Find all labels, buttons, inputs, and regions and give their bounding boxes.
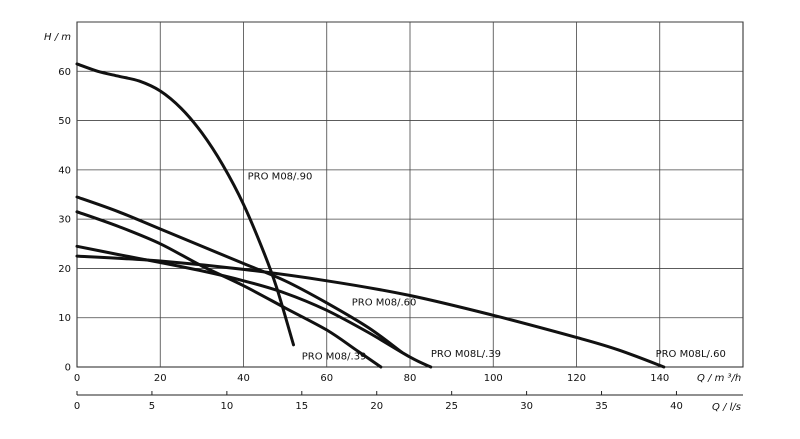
x-tick-label: 80 xyxy=(404,373,417,384)
x2-tick-label: 35 xyxy=(595,401,608,412)
x2-tick-label: 30 xyxy=(520,401,533,412)
series-line-pro-m08-90 xyxy=(75,62,295,347)
x-tick-label: 100 xyxy=(484,373,503,384)
series-label-pro-m08l-39: PRO M08L/.39 xyxy=(431,349,501,360)
x2-tick-label: 40 xyxy=(670,401,683,412)
y-tick-label: 60 xyxy=(58,67,71,78)
y-tick-label: 30 xyxy=(58,215,71,226)
x2-tick-label: 0 xyxy=(74,401,80,412)
series-label-pro-m08-39: PRO M08/.39 xyxy=(302,352,367,363)
x2-tick-label: 10 xyxy=(220,401,233,412)
series-line-pro-m08-39 xyxy=(75,210,383,369)
x2-tick-label: 15 xyxy=(295,401,308,412)
x-tick-label: 120 xyxy=(567,373,586,384)
x-tick-label: 40 xyxy=(237,373,250,384)
y-tick-label: 10 xyxy=(58,313,71,324)
x2-axis-label: Q / l/s xyxy=(712,402,741,413)
curves xyxy=(75,62,666,369)
x-tick-label: 140 xyxy=(650,373,669,384)
y-tick-label: 0 xyxy=(65,363,71,374)
series-label-pro-m08-60: PRO M08/.60 xyxy=(352,297,417,308)
x2-tick-label: 25 xyxy=(445,401,458,412)
grid xyxy=(76,21,744,396)
x-tick-label: 60 xyxy=(320,373,333,384)
x-tick-label: 20 xyxy=(154,373,167,384)
x2-tick-label: 20 xyxy=(370,401,383,412)
x-axis-label: Q / m ³/h xyxy=(697,373,741,384)
x2-tick-label: 5 xyxy=(149,401,155,412)
series-line-pro-m08-60 xyxy=(75,195,404,354)
y-tick-label: 50 xyxy=(58,116,71,127)
y-axis-label: H / m xyxy=(44,32,71,43)
series-label-pro-m08-90: PRO M08/.90 xyxy=(248,172,313,183)
series-label-pro-m08l-60: PRO M08L/.60 xyxy=(656,349,726,360)
labels: 0 10 20 30 40 50 60 0 20 40 60 80 100 120 140 0 5 10 15 20 2… xyxy=(58,67,726,412)
series-line-pro-m08l-60 xyxy=(75,254,666,369)
x-tick-label: 0 xyxy=(74,373,80,384)
y-tick-label: 20 xyxy=(58,264,71,275)
y-tick-label: 40 xyxy=(58,165,71,176)
